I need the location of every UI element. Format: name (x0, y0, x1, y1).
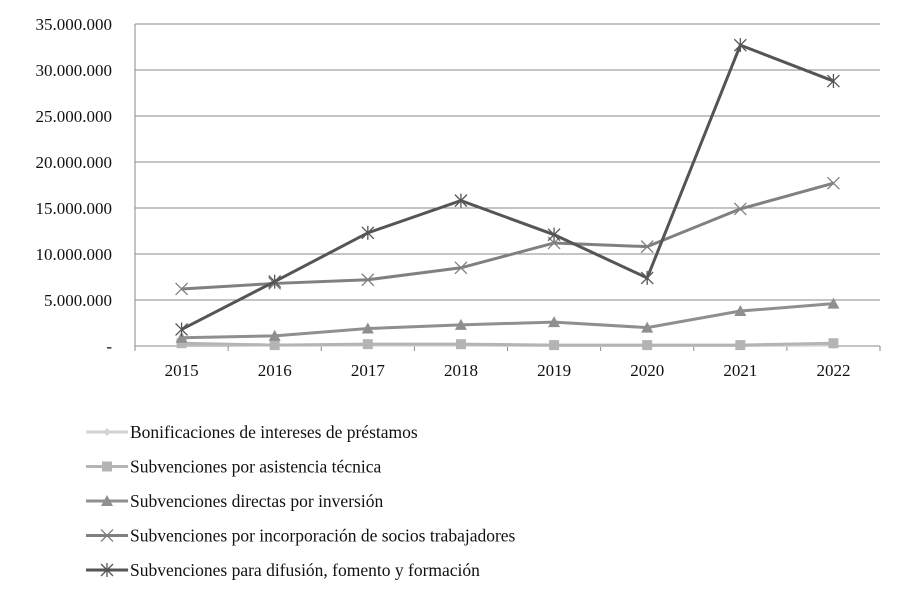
data-point (454, 261, 468, 275)
data-point (454, 193, 468, 208)
data-point (826, 176, 840, 190)
x-tick-label: 2018 (444, 361, 478, 380)
data-point (175, 331, 188, 343)
data-point (176, 338, 187, 349)
data-point (828, 338, 839, 349)
legend-label: Bonificaciones de intereses de préstamos (130, 422, 418, 442)
data-point (175, 322, 189, 337)
legend-marker-diamond-icon (103, 428, 111, 436)
legend-label: Subvenciones por incorporación de socios… (130, 526, 516, 546)
legend-label: Subvenciones por asistencia técnica (130, 457, 381, 477)
data-point (547, 227, 561, 242)
x-tick-label: 2016 (258, 361, 292, 380)
data-point (827, 297, 840, 309)
x-tick-label: 2021 (723, 361, 757, 380)
legend-label: Subvenciones para difusión, fomento y fo… (130, 560, 480, 580)
data-point (642, 340, 653, 351)
data-point (640, 270, 654, 285)
x-tick-label: 2019 (537, 361, 571, 380)
y-tick-label: 30.000.000 (36, 61, 113, 80)
series-line-2 (181, 341, 834, 347)
data-point (640, 240, 654, 254)
data-point (733, 202, 747, 216)
legend-marker-triangle-icon (101, 495, 113, 506)
legend-marker-square-icon (102, 461, 112, 472)
data-point (734, 305, 747, 317)
y-tick-label: 20.000.000 (36, 153, 113, 172)
y-tick-label: 35.000.000 (36, 15, 113, 34)
y-tick-label: - (106, 337, 112, 356)
x-tick-label: 2020 (630, 361, 664, 380)
series-line-3 (181, 302, 834, 340)
y-tick-label: 15.000.000 (36, 199, 113, 218)
y-tick-label: 5.000.000 (44, 291, 112, 310)
x-tick-label: 2017 (351, 361, 386, 380)
legend-marker-star-icon (100, 563, 114, 577)
y-tick-label: 10.000.000 (36, 245, 113, 264)
legend-marker-x-icon (100, 529, 114, 542)
data-point (548, 316, 561, 328)
data-point (268, 274, 282, 289)
legend-label: Subvenciones directas por inversión (130, 491, 383, 511)
series-line-5 (180, 43, 834, 331)
data-point (361, 225, 375, 240)
data-point (454, 318, 467, 330)
data-point (269, 340, 280, 351)
data-point (735, 340, 746, 351)
data-point (362, 339, 373, 350)
series-line-4 (181, 181, 834, 291)
x-tick-label: 2022 (816, 361, 850, 380)
data-point (549, 340, 560, 351)
y-tick-label: 25.000.000 (36, 107, 113, 126)
data-point (826, 74, 840, 89)
data-point (175, 282, 189, 296)
data-point (268, 329, 281, 341)
data-point (455, 339, 466, 350)
x-tick-label: 2015 (165, 361, 199, 380)
data-point (361, 273, 375, 287)
data-point (733, 38, 747, 53)
data-point (641, 321, 654, 333)
data-point (361, 322, 374, 334)
